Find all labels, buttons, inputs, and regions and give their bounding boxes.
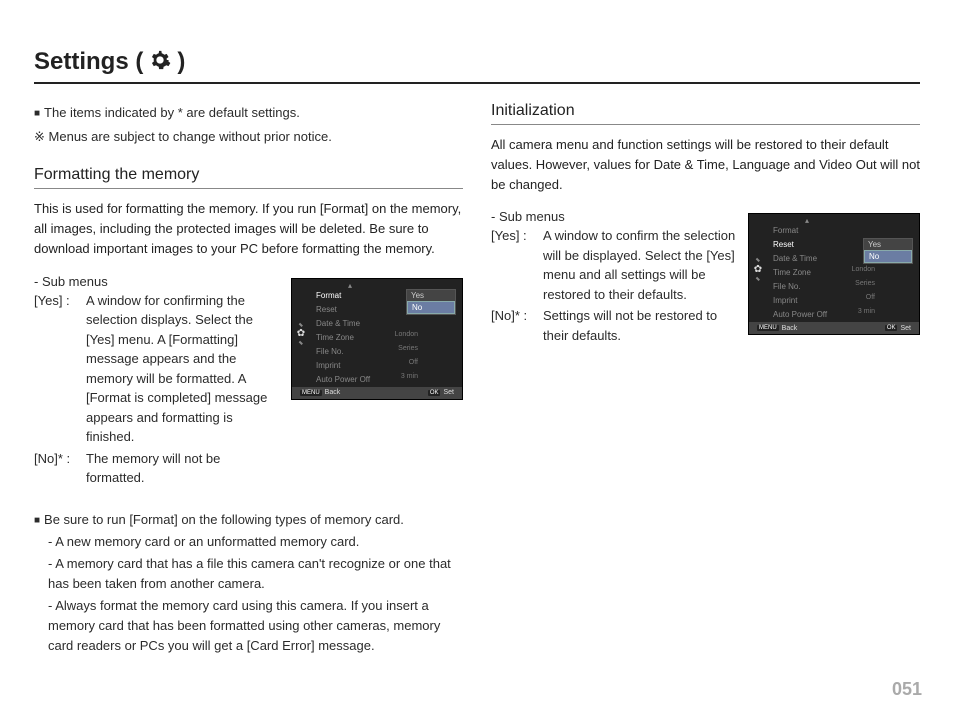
cam-menu-item: File No. [312, 345, 390, 359]
title-prefix: Settings ( [34, 48, 143, 76]
cam-menu-value: Off [409, 359, 418, 366]
cam-menu-value: London [395, 331, 418, 338]
cam-popup-yes: Yes [407, 290, 455, 301]
submenu-no-desc: The memory will not be formatted. [86, 449, 281, 488]
menu-button-icon: MENU [757, 325, 779, 331]
cam-menu-item: Imprint [312, 359, 390, 373]
left-column: ■ The items indicated by * are default se… [34, 102, 463, 659]
title-suffix: ) [177, 48, 185, 76]
cam-popup-no: No [407, 301, 455, 314]
cam-side-section: ✿ [751, 259, 765, 279]
submenu-yes-desc-2: A window to confirm the selection will b… [543, 226, 738, 304]
bullet-3: - Always format the memory card using th… [34, 596, 463, 656]
cam-menu-item: Time Zone [312, 331, 390, 345]
page-title-row: Settings ( ) [34, 48, 920, 84]
submenus-label: - Sub menus [34, 274, 281, 289]
cam-side-section: ✿ [294, 324, 308, 344]
cam-popup-yes: Yes [864, 239, 912, 250]
cam-menu-item: Reset [769, 238, 847, 252]
cam-menu-item: Auto Power Off [312, 373, 390, 387]
cam-menu-item: File No. [769, 280, 847, 294]
cam-popup: YesNo [863, 238, 913, 264]
submenus-label-2: - Sub menus [491, 209, 738, 224]
cam-footer-back: Back [325, 389, 341, 396]
note-line-1: The items indicated by * are default set… [44, 105, 300, 120]
cam-menu-item: Time Zone [769, 266, 847, 280]
initialization-intro: All camera menu and function settings wi… [491, 135, 920, 195]
cam-menu-item: Imprint [769, 294, 847, 308]
ok-button-icon: OK [885, 325, 898, 331]
section-heading-initialization: Initialization [491, 102, 920, 125]
cam-footer: MENUBack OKSet [292, 387, 462, 399]
cam-menu-item: Date & Time [769, 252, 847, 266]
right-column: Initialization All camera menu and funct… [491, 102, 920, 659]
submenu-no-key: [No]* : [34, 449, 86, 488]
cam-footer-back: Back [782, 325, 798, 332]
chevron-up-icon: ▴ [805, 216, 809, 225]
submenu-yes-key-2: [Yes] : [491, 226, 543, 304]
menu-button-icon: MENU [300, 390, 322, 396]
submenu-no-key-2: [No]* : [491, 306, 543, 345]
cam-menu-item: Reset [312, 303, 390, 317]
gear-icon [149, 49, 171, 76]
bullet-icon: ■ [34, 108, 40, 119]
submenu-yes-desc: A window for confirming the selection di… [86, 291, 281, 447]
bullet-icon: ■ [34, 515, 40, 526]
bullets-intro: Be sure to run [Format] on the following… [44, 512, 404, 527]
cam-menu-item: Auto Power Off [769, 308, 847, 322]
cam-popup-no: No [864, 250, 912, 263]
gear-icon: ✿ [297, 328, 305, 339]
cam-footer-set: Set [443, 389, 454, 396]
gear-icon: ✿ [754, 264, 762, 275]
submenu-yes-key: [Yes] : [34, 291, 86, 447]
submenu-no-desc-2: Settings will not be restored to their d… [543, 306, 738, 345]
note-line-2: Menus are subject to change without prio… [49, 129, 332, 144]
camera-screenshot-reset: London Series Off 3 min FormatResetDate & Ti… [748, 213, 920, 335]
cam-footer: MENUBack OKSet [749, 322, 919, 334]
cam-menu-value: 3 min [401, 373, 418, 380]
chevron-up-icon: ▴ [348, 281, 352, 290]
cam-menu-value: London [852, 266, 875, 273]
cam-menu-value: Series [855, 280, 875, 287]
camera-screenshot-format: London Series Off 3 min FormatResetDate & Ti… [291, 278, 463, 400]
top-notes: ■ The items indicated by * are default se… [34, 102, 463, 148]
page-number: 051 [892, 679, 922, 700]
bullet-1: - A new memory card or an unformatted me… [34, 532, 463, 552]
section-heading-formatting: Formatting the memory [34, 166, 463, 189]
cam-menu-item: Date & Time [312, 317, 390, 331]
ok-button-icon: OK [428, 390, 441, 396]
cam-menu-item: Format [769, 224, 847, 238]
star-icon: ※ [34, 129, 45, 144]
cam-menu-value: Off [866, 294, 875, 301]
cam-popup: YesNo [406, 289, 456, 315]
cam-menu-value: 3 min [858, 308, 875, 315]
cam-footer-set: Set [900, 325, 911, 332]
formatting-intro: This is used for formatting the memory. … [34, 199, 463, 259]
cam-menu-value: Series [398, 345, 418, 352]
formatting-bullets: ■ Be sure to run [Format] on the followin… [34, 510, 463, 657]
bullet-2: - A memory card that has a file this cam… [34, 554, 463, 594]
cam-menu-item: Format [312, 289, 390, 303]
